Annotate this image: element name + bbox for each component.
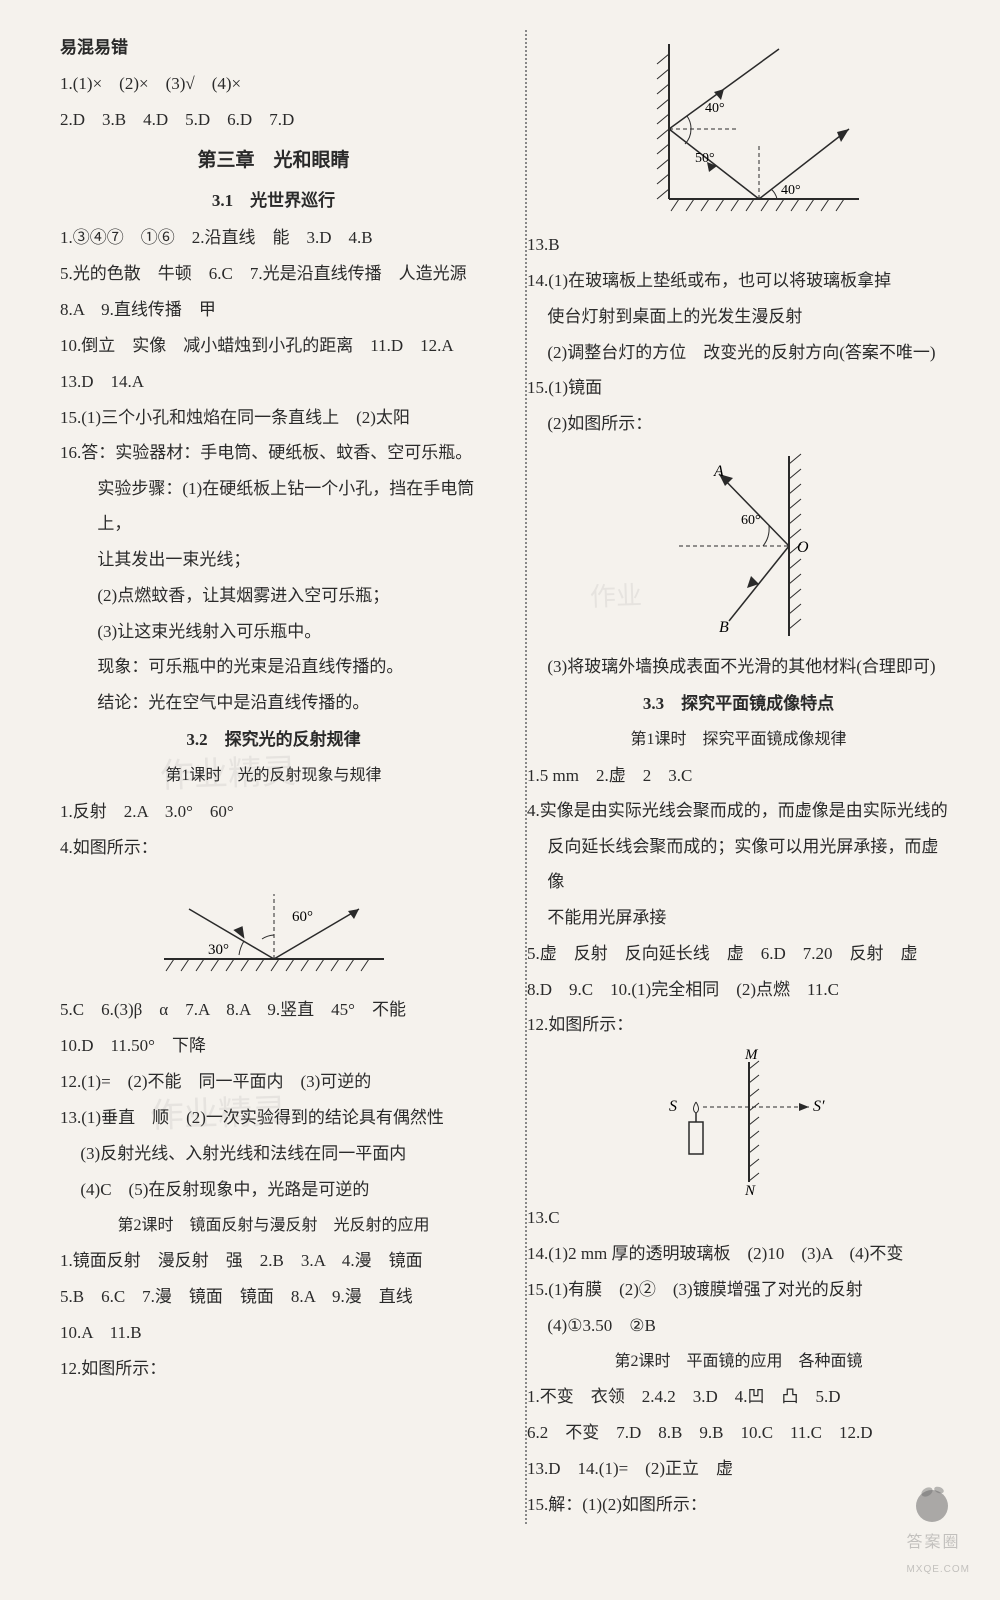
answer-line: (3)让这束光线射入可乐瓶中。 <box>60 615 487 650</box>
footer-brand: 答案圈 <box>906 1534 960 1551</box>
answer-line: 让其发出一束光线； <box>60 543 487 578</box>
point-label: S′ <box>813 1098 825 1115</box>
subsection-title: 第2课时 镜面反射与漫反射 光反射的应用 <box>60 1210 487 1243</box>
answer-line: 13.D 14.A <box>60 365 487 400</box>
answer-line: 使台灯射到桌面上的光发生漫反射 <box>527 300 950 335</box>
answer-line: 12.如图所示： <box>60 1352 487 1387</box>
answer-line: 6.2 不变 7.D 8.B 9.B 10.C 11.C 12.D <box>527 1416 950 1451</box>
answer-line: 1.不变 衣领 2.4.2 3.D 4.凹 凸 5.D <box>527 1380 950 1415</box>
section-title: 3.2 探究光的反射规律 <box>60 723 487 758</box>
answer-line: 13.(1)垂直 顺 (2)一次实验得到的结论具有偶然性 <box>60 1101 487 1136</box>
figure-corner-reflection: 40° 50° 40° <box>609 34 869 224</box>
point-label: O <box>797 539 809 556</box>
answer-line: (4)C (5)在反射现象中，光路是可逆的 <box>60 1173 487 1208</box>
answer-line: (3)将玻璃外墙换成表面不光滑的其他材料(合理即可) <box>527 650 950 685</box>
column-divider <box>525 30 527 1524</box>
point-label: A <box>713 463 724 480</box>
answer-line: (2)点燃蚊香，让其烟雾进入空可乐瓶； <box>60 579 487 614</box>
angle-label: 40° <box>781 183 801 198</box>
answer-line: 12.如图所示： <box>527 1008 950 1043</box>
answer-line: 16.答：实验器材：手电筒、硬纸板、蚊香、空可乐瓶。 <box>60 436 487 471</box>
answer-line: 8.A 9.直线传播 甲 <box>60 293 487 328</box>
answer-line: 15.(1)有膜 (2)② (3)镀膜增强了对光的反射 <box>527 1273 950 1308</box>
footer-watermark: 答案圈 MXQE.COM <box>906 1527 970 1580</box>
answer-line: 1.(1)× (2)× (3)√ (4)× <box>60 67 487 102</box>
section-title: 3.1 光世界巡行 <box>60 184 487 219</box>
answer-line: 5.C 6.(3)β α 7.A 8.A 9.竖直 45° 不能 <box>60 993 487 1028</box>
point-label: S <box>669 1098 677 1115</box>
answer-line: 1.镜面反射 漫反射 强 2.B 3.A 4.漫 镜面 <box>60 1244 487 1279</box>
answer-line: 1.③④⑦ ①⑥ 2.沿直线 能 3.D 4.B <box>60 221 487 256</box>
answer-line: 12.(1)= (2)不能 同一平面内 (3)可逆的 <box>60 1065 487 1100</box>
answer-line: 1.反射 2.A 3.0° 60° <box>60 795 487 830</box>
answer-line: (2)调整台灯的方位 改变光的反射方向(答案不唯一) <box>527 336 950 371</box>
answer-line: 10.倒立 实像 减小蜡烛到小孔的距离 11.D 12.A <box>60 329 487 364</box>
answer-line: 8.D 9.C 10.(1)完全相同 (2)点燃 11.C <box>527 973 950 1008</box>
subsection-title: 第2课时 平面镜的应用 各种面镜 <box>527 1346 950 1379</box>
answer-line: 结论：光在空气中是沿直线传播的。 <box>60 686 487 721</box>
point-label: B <box>719 619 729 636</box>
point-label: M <box>744 1047 759 1063</box>
angle-label: 30° <box>208 942 229 958</box>
chapter-title: 第三章 光和眼睛 <box>60 142 487 181</box>
figure-vertical-mirror: A B O 60° <box>619 446 859 646</box>
angle-label: 60° <box>741 513 761 528</box>
angle-label: 60° <box>292 909 313 925</box>
section-heading: 易混易错 <box>60 31 487 66</box>
answer-line: (3)反射光线、入射光线和法线在同一平面内 <box>60 1137 487 1172</box>
angle-label: 50° <box>695 151 715 166</box>
page-columns: 易混易错 1.(1)× (2)× (3)√ (4)× 2.D 3.B 4.D 5… <box>50 30 960 1524</box>
answer-line: 5.虚 反射 反向延长线 虚 6.D 7.20 反射 虚 <box>527 937 950 972</box>
answer-line: 14.(1)2 mm 厚的透明玻璃板 (2)10 (3)A (4)不变 <box>527 1237 950 1272</box>
subsection-title: 第1课时 探究平面镜成像规律 <box>527 724 950 757</box>
footer-url: MXQE.COM <box>906 1560 970 1581</box>
answer-line: 10.D 11.50° 下降 <box>60 1029 487 1064</box>
answer-line: 4.实像是由实际光线会聚而成的，而虚像是由实际光线的 <box>527 794 950 829</box>
page-ornament-icon <box>909 1480 955 1526</box>
answer-line: 现象：可乐瓶中的光束是沿直线传播的。 <box>60 650 487 685</box>
point-label: N <box>744 1183 756 1197</box>
answer-line: 14.(1)在玻璃板上垫纸或布，也可以将玻璃板拿掉 <box>527 264 950 299</box>
angle-label: 40° <box>705 101 725 116</box>
section-title: 3.3 探究平面镜成像特点 <box>527 687 950 722</box>
answer-line: 13.B <box>527 228 950 263</box>
subsection-title: 第1课时 光的反射现象与规律 <box>60 760 487 793</box>
answer-line: 13.C <box>527 1201 950 1236</box>
answer-line: 1.5 mm 2.虚 2 3.C <box>527 759 950 794</box>
answer-line: 反向延长线会聚而成的；实像可以用光屏承接，而虚像 <box>527 830 950 900</box>
answer-line: 实验步骤：(1)在硬纸板上钻一个小孔，挡在手电筒上， <box>60 472 487 542</box>
answer-line: 2.D 3.B 4.D 5.D 6.D 7.D <box>60 103 487 138</box>
answer-line: 5.B 6.C 7.漫 镜面 镜面 8.A 9.漫 直线 <box>60 1280 487 1315</box>
answer-line: 不能用光屏承接 <box>527 901 950 936</box>
figure-reflection-1: 60° 30° <box>144 869 404 989</box>
figure-plane-mirror-image: S S′ M N <box>629 1047 849 1197</box>
answer-line: 15.解：(1)(2)如图所示： <box>527 1488 950 1523</box>
left-column: 易混易错 1.(1)× (2)× (3)√ (4)× 2.D 3.B 4.D 5… <box>50 30 505 1524</box>
answer-line: 15.(1)镜面 <box>527 371 950 406</box>
right-column: 40° 50° 40° 13.B 14.(1)在玻璃板上垫纸或布，也可以将玻璃板… <box>505 30 960 1524</box>
answer-line: 10.A 11.B <box>60 1316 487 1351</box>
answer-line: 4.如图所示： <box>60 831 487 866</box>
answer-line: (4)①3.50 ②B <box>527 1309 950 1344</box>
answer-line: 5.光的色散 牛顿 6.C 7.光是沿直线传播 人造光源 <box>60 257 487 292</box>
answer-line: 13.D 14.(1)= (2)正立 虚 <box>527 1452 950 1487</box>
answer-line: 15.(1)三个小孔和烛焰在同一条直线上 (2)太阳 <box>60 401 487 436</box>
answer-line: (2)如图所示： <box>527 407 950 442</box>
